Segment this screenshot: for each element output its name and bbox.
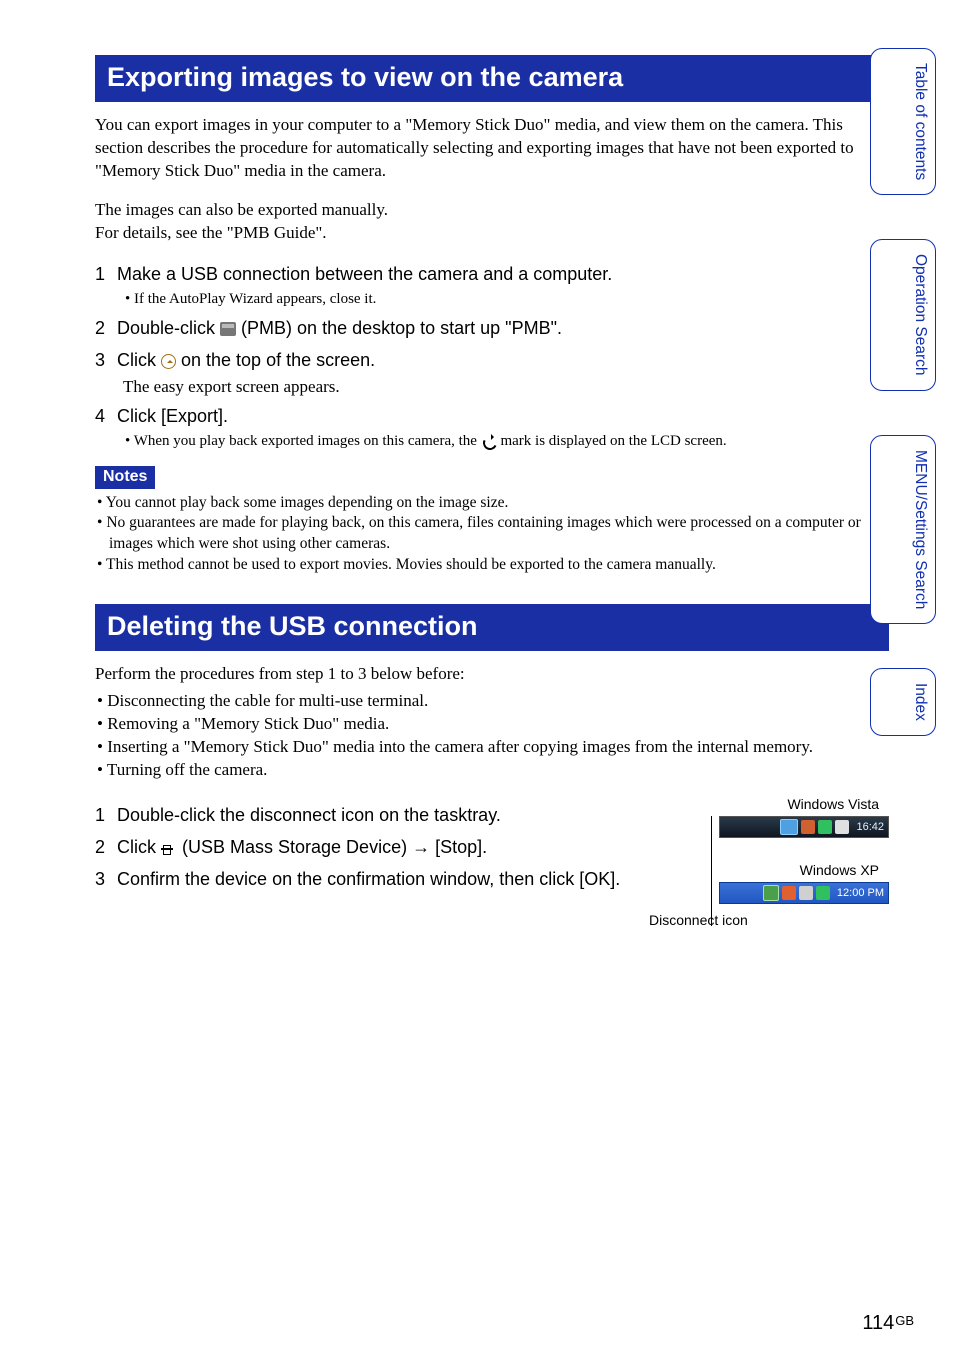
os-label-vista: Windows Vista: [649, 796, 889, 812]
sec2-step1-text: Double-click the disconnect icon on the …: [117, 805, 501, 825]
note-3: This method cannot be used to export mov…: [109, 555, 889, 576]
sec2-b3: Inserting a "Memory Stick Duo" media int…: [109, 736, 889, 759]
sec2-step2: 2Click (USB Mass Storage Device) → [Stop…: [95, 834, 629, 860]
step-4: 4Click [Export].: [95, 403, 889, 429]
step4-bullet: When you play back exported images on th…: [125, 431, 889, 451]
taskbar-xp: 12:00 PM: [719, 882, 889, 904]
step3-post: on the top of the screen.: [176, 350, 375, 370]
tab-index[interactable]: Index: [870, 668, 936, 736]
sec2-step2-pre: Click: [117, 837, 161, 857]
vista-disconnect-icon: [780, 819, 798, 835]
note-2: No guarantees are made for playing back,…: [109, 513, 889, 555]
tab-toc[interactable]: Table of contents: [870, 48, 936, 195]
xp-clock: 12:00 PM: [837, 887, 884, 899]
step4-bullet-post: mark is displayed on the LCD screen.: [497, 433, 727, 449]
sec2-b4: Turning off the camera.: [109, 759, 889, 782]
xp-tray-icon: [782, 886, 796, 900]
callout-leader-line: [711, 816, 712, 926]
sec2-step3: 3Confirm the device on the confirmation …: [95, 866, 629, 892]
page-number-value: 114: [862, 1312, 894, 1334]
xp-disconnect-icon: [763, 885, 779, 901]
section-header-deleting: Deleting the USB connection: [95, 604, 889, 651]
step2-post: (PMB) on the desktop to start up "PMB".: [236, 318, 562, 338]
step4-bullet-pre: When you play back exported images on th…: [134, 433, 481, 449]
export-circle-icon: [161, 354, 176, 369]
notes-list: You cannot play back some images dependi…: [95, 493, 889, 577]
exported-mark-icon: [481, 434, 497, 448]
intro-paragraph-2: The images can also be exported manually…: [95, 199, 889, 245]
tab-operation-search[interactable]: Operation Search: [870, 239, 936, 391]
step4-text: Click [Export].: [117, 406, 228, 426]
sec2-prelist: Disconnecting the cable for multi-use te…: [95, 690, 889, 782]
vista-tray-icon: [801, 820, 815, 834]
taskbar-callout: Windows Vista 16:42 Windows XP 12:00 PM: [649, 796, 889, 928]
step1-text: Make a USB connection between the camera…: [117, 264, 612, 284]
notes-label: Notes: [95, 466, 155, 489]
sec2-b2: Removing a "Memory Stick Duo" media.: [109, 713, 889, 736]
step1-bullet: If the AutoPlay Wizard appears, close it…: [125, 289, 889, 309]
intro2a: The images can also be exported manually…: [95, 200, 388, 219]
xp-tray-icon: [816, 886, 830, 900]
step3-pre: Click: [117, 350, 161, 370]
usb-mass-storage-icon: [161, 844, 177, 856]
sec2-step3-text: Confirm the device on the confirmation w…: [117, 869, 620, 889]
xp-tray-icon: [799, 886, 813, 900]
sec2-step1: 1Double-click the disconnect icon on the…: [95, 802, 629, 828]
page-lang: GB: [895, 1313, 914, 1328]
section-header-exporting: Exporting images to view on the camera: [95, 55, 889, 102]
sec2-step2-mid: (USB Mass Storage Device): [177, 837, 412, 857]
step-2: 2Double-click (PMB) on the desktop to st…: [95, 315, 889, 341]
intro2b: For details, see the "PMB Guide".: [95, 223, 327, 242]
pmb-icon: [220, 322, 236, 336]
step2-pre: Double-click: [117, 318, 220, 338]
step3-body: The easy export screen appears.: [123, 377, 889, 397]
intro-paragraph-1: You can export images in your computer t…: [95, 114, 889, 183]
page-number: 114GB: [862, 1312, 914, 1335]
disconnect-icon-label: Disconnect icon: [649, 912, 889, 928]
step-1: 1Make a USB connection between the camer…: [95, 261, 889, 287]
sec2-step2-post: [Stop].: [430, 837, 487, 857]
note-1: You cannot play back some images dependi…: [109, 493, 889, 514]
taskbar-vista: 16:42: [719, 816, 889, 838]
sec2-b1: Disconnecting the cable for multi-use te…: [109, 690, 889, 713]
vista-clock: 16:42: [856, 821, 884, 833]
step-3: 3Click on the top of the screen.: [95, 347, 889, 373]
vista-tray-icon: [835, 820, 849, 834]
vista-tray-icon: [818, 820, 832, 834]
os-label-xp: Windows XP: [649, 862, 889, 878]
sec2-intro: Perform the procedures from step 1 to 3 …: [95, 663, 889, 686]
tab-menu-settings-search[interactable]: MENU/Settings Search: [870, 435, 936, 624]
